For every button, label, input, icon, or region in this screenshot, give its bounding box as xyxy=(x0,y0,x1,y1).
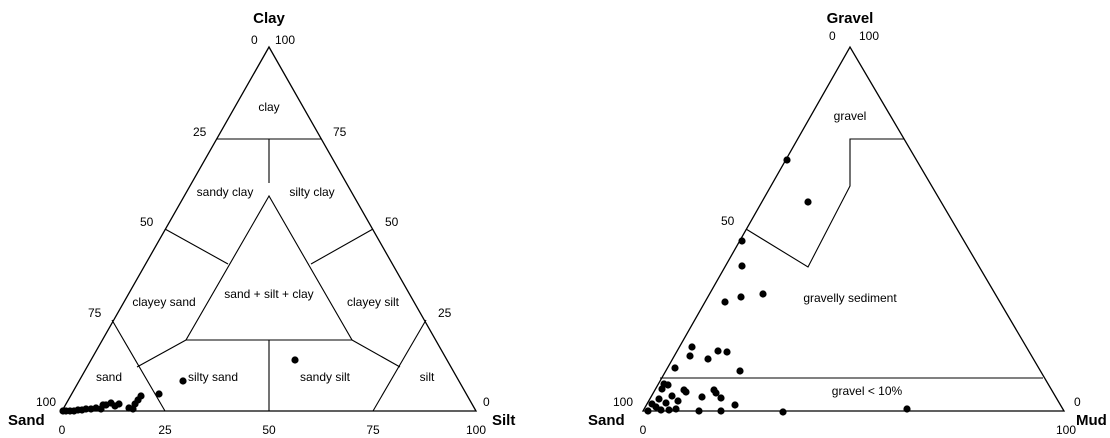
region-clayey-silt: clayey silt xyxy=(347,295,400,309)
region-silty-clay: silty clay xyxy=(289,185,334,199)
region-sand: sand xyxy=(96,370,122,384)
left-division-lines xyxy=(111,138,427,412)
right-side-tick-0: 0 xyxy=(483,395,490,409)
right-sample-points xyxy=(644,156,911,416)
region-gravelly-sediment: gravelly sediment xyxy=(803,291,897,305)
region-clay: clay xyxy=(258,100,279,114)
bottom-tick-25: 25 xyxy=(158,423,172,437)
right-side-tick-75: 75 xyxy=(333,125,347,139)
left-top-tick-0: 0 xyxy=(251,33,258,47)
gravel-sand-mud-diagram: Gravel Sand Mud 0 100 50 100 0 0 100 gra… xyxy=(588,10,1107,437)
left-side-tick-25: 25 xyxy=(193,125,207,139)
right-side-tick-0: 0 xyxy=(1074,395,1081,409)
left-side-tick-100: 100 xyxy=(36,395,56,409)
region-gravel-lt-10: gravel < 10% xyxy=(832,384,903,398)
region-sandy-clay: sandy clay xyxy=(197,185,254,199)
right-bottom-tick-100: 100 xyxy=(1056,423,1076,437)
bottom-tick-0: 0 xyxy=(59,423,66,437)
clay-apex-label: Clay xyxy=(253,10,285,27)
sand-apex-label-right: Sand xyxy=(588,412,625,429)
right-top-tick-100: 100 xyxy=(859,29,879,43)
region-sandy-silt: sandy silt xyxy=(300,370,351,384)
bottom-tick-100: 100 xyxy=(466,423,486,437)
region-silt: silt xyxy=(420,370,435,384)
left-sample-points xyxy=(59,356,299,415)
left-top-tick-100: 100 xyxy=(275,33,295,47)
mud-apex-label: Mud xyxy=(1076,412,1107,429)
left-side-tick-50: 50 xyxy=(140,215,154,229)
bottom-tick-50: 50 xyxy=(262,423,276,437)
right-left-tick-50: 50 xyxy=(721,214,735,228)
left-side-tick-75: 75 xyxy=(88,306,102,320)
right-division-lines xyxy=(660,138,1043,379)
gravel-apex-label: Gravel xyxy=(827,10,874,27)
region-gravel: gravel xyxy=(834,109,867,123)
right-bottom-tick-0: 0 xyxy=(640,423,647,437)
right-left-tick-100: 100 xyxy=(613,395,633,409)
right-side-tick-25: 25 xyxy=(438,306,452,320)
bottom-tick-75: 75 xyxy=(366,423,380,437)
silt-apex-label: Silt xyxy=(492,412,515,429)
right-top-tick-0: 0 xyxy=(829,29,836,43)
region-sand-silt-clay: sand + silt + clay xyxy=(224,287,313,301)
region-clayey-sand: clayey sand xyxy=(132,295,195,309)
sand-silt-clay-diagram: Clay Sand Silt 0 100 25 50 75 100 75 50 … xyxy=(8,10,515,437)
sand-apex-label: Sand xyxy=(8,412,45,429)
region-silty-sand: silty sand xyxy=(188,370,238,384)
right-side-tick-50: 50 xyxy=(385,215,399,229)
